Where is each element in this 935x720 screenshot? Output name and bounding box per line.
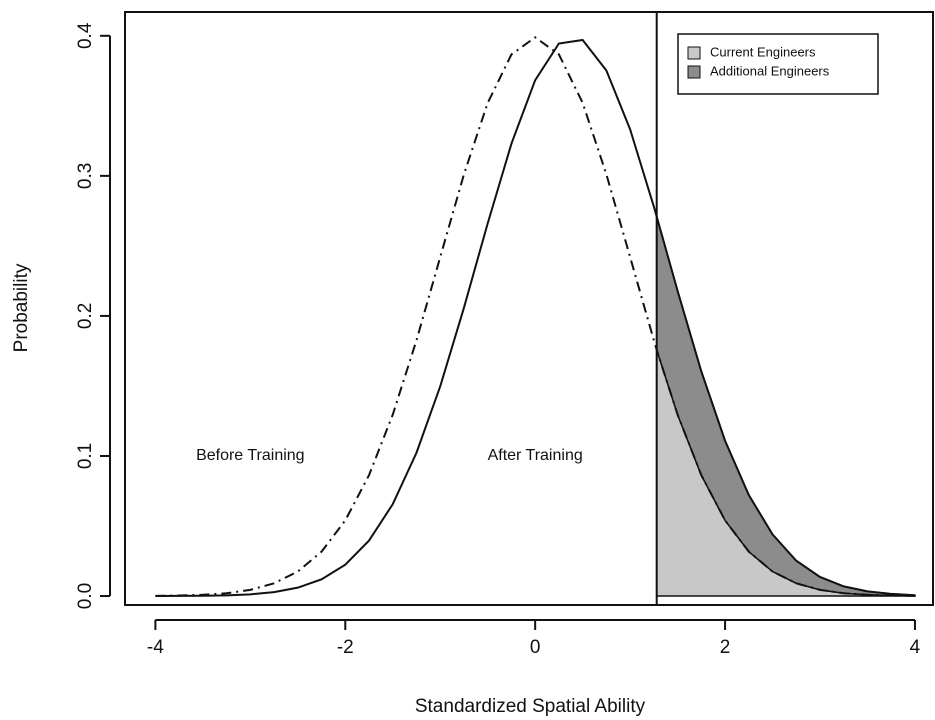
legend-box bbox=[677, 33, 879, 95]
y-axis-title: Probability bbox=[11, 263, 32, 352]
plot-frame bbox=[124, 11, 934, 606]
density-curve bbox=[155, 36, 915, 597]
x-axis-title: Standardized Spatial Ability bbox=[415, 696, 646, 717]
legend-swatch bbox=[687, 65, 701, 79]
y-tick-label: 0.1 bbox=[75, 443, 96, 469]
y-tick-label: 0.0 bbox=[75, 583, 96, 609]
x-tick-label: -4 bbox=[147, 637, 164, 658]
x-tick-label: 0 bbox=[530, 637, 541, 658]
y-tick-label: 0.2 bbox=[75, 303, 96, 329]
y-tick-label: 0.4 bbox=[75, 22, 96, 49]
annotation: After Training bbox=[488, 447, 583, 464]
legend-label: Additional Engineers bbox=[710, 63, 830, 78]
x-tick-label: 2 bbox=[720, 637, 731, 658]
legend-swatch bbox=[687, 46, 701, 60]
y-tick-label: 0.3 bbox=[75, 163, 96, 189]
x-tick-label: -2 bbox=[337, 637, 354, 658]
annotation: Before Training bbox=[196, 447, 305, 464]
legend-label: Current Engineers bbox=[710, 44, 816, 59]
density-curve bbox=[155, 38, 916, 598]
x-tick-label: 4 bbox=[910, 637, 921, 658]
